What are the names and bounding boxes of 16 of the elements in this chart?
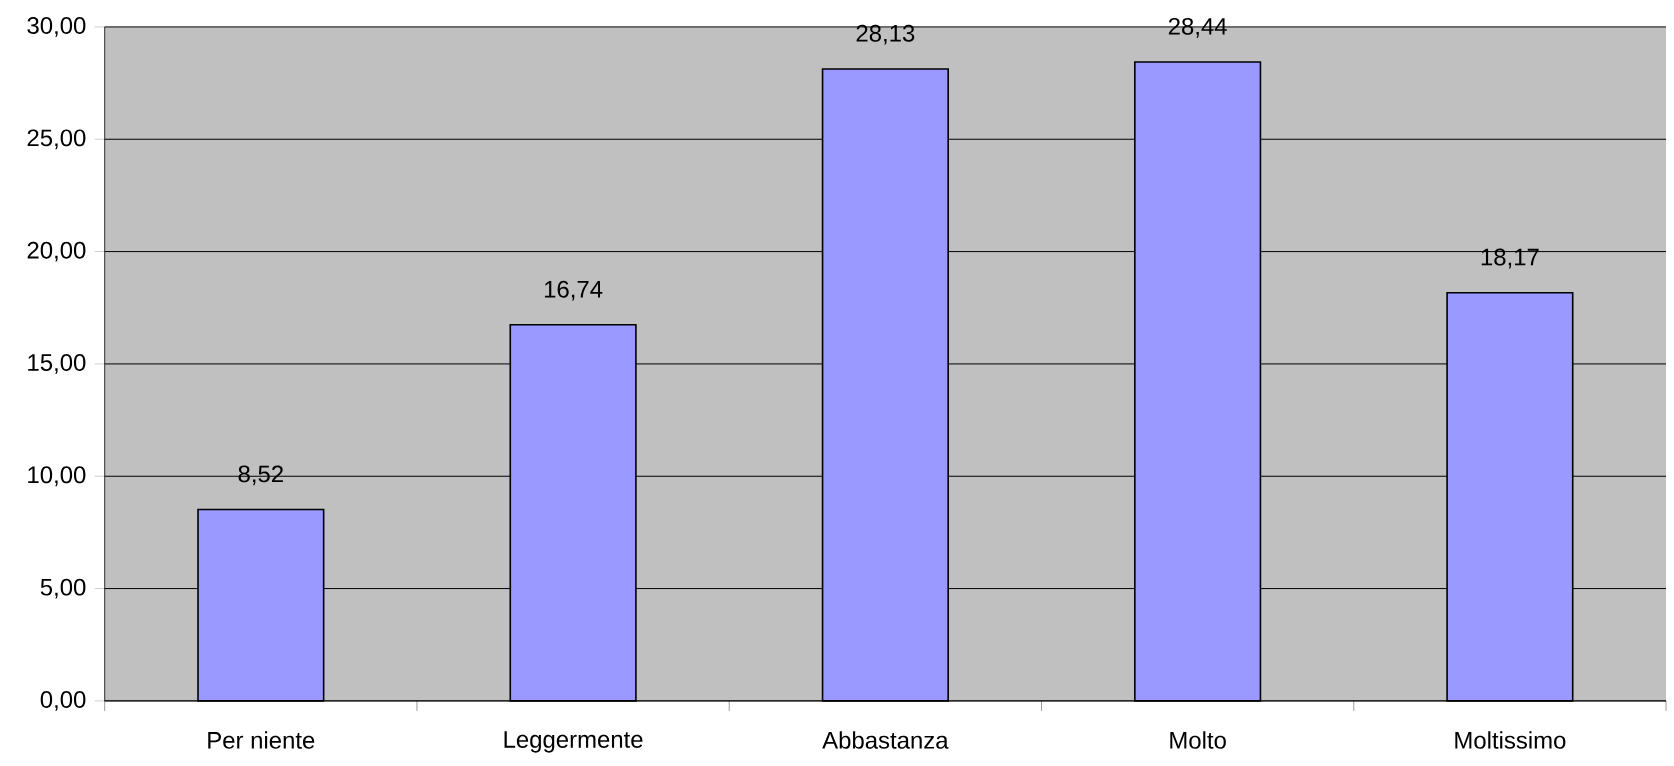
data-label: 28,13	[856, 24, 915, 45]
y-tick-label: 10,00	[28, 466, 86, 487]
data-label: 18,17	[1481, 248, 1539, 269]
x-tick-label: Per niente	[208, 731, 315, 749]
y-tick-label: 30,00	[27, 17, 86, 37]
data-label: 16,74	[544, 280, 603, 301]
x-tick-label: Molto	[1170, 731, 1226, 749]
x-tick-label: Abbastanza	[822, 731, 949, 749]
x-tick-label: Leggermente	[504, 731, 643, 753]
y-tick-label: 15,00	[28, 354, 86, 374]
y-tick-label: 5,00	[40, 578, 86, 599]
data-label: 28,44	[1168, 18, 1227, 38]
y-tick-label: 25,00	[27, 129, 86, 150]
x-tick-label: Moltissimo	[1455, 731, 1566, 749]
y-tick-label: 20,00	[27, 241, 86, 262]
y-tick-label: 0,00	[40, 691, 86, 711]
